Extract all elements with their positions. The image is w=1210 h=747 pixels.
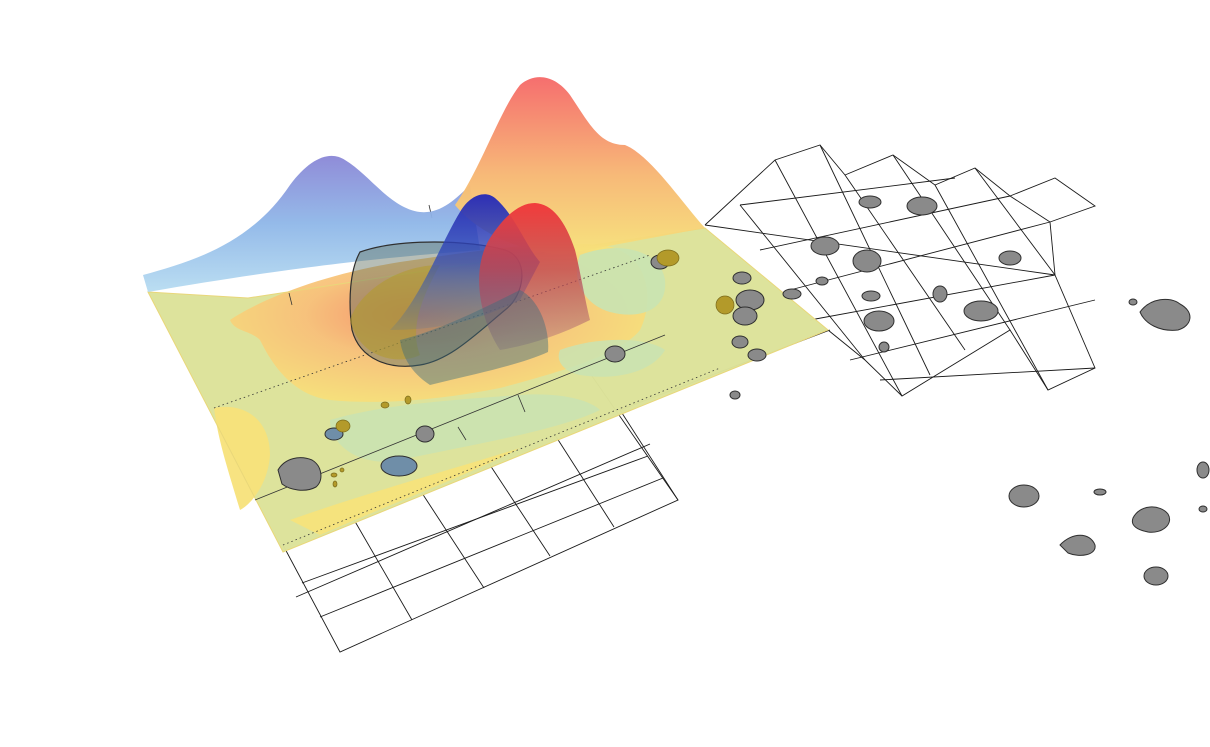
feature-blobs [277,195,1210,586]
red-center-peak [479,203,590,350]
olive-blobs [330,249,735,488]
density-peaks [143,77,705,385]
blue-left-peak [143,155,480,292]
